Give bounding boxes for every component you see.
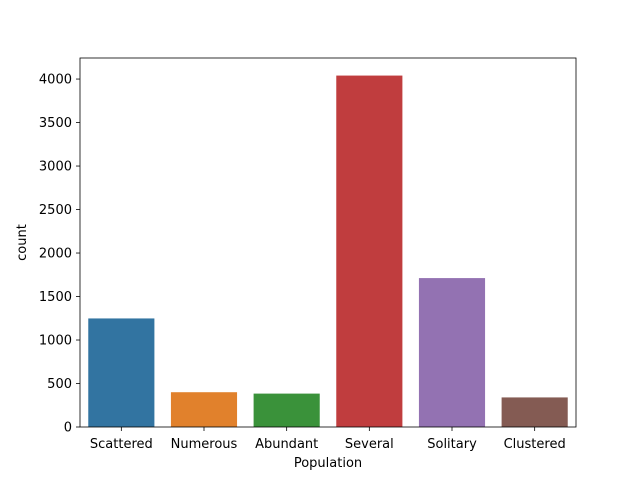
bar-numerous — [170, 392, 238, 427]
y-tick-label: 1500 — [39, 290, 72, 305]
y-tick-label: 1000 — [39, 334, 72, 349]
x-axis-label: Population — [294, 456, 362, 471]
y-axis-label: count — [15, 224, 30, 261]
plot-frame — [79, 57, 577, 428]
bar-clustered — [501, 397, 568, 427]
x-tick-label: Abundant — [255, 437, 318, 452]
x-axis: Scattered Numerous Abundant Several Solitary… — [90, 427, 566, 452]
bar-several — [336, 75, 403, 427]
y-tick-label: 500 — [47, 377, 72, 392]
bar-abundant — [253, 393, 320, 427]
y-tick-label: 2500 — [39, 203, 72, 218]
y-tick-label: 0 — [64, 421, 72, 436]
bar-scattered — [88, 318, 155, 427]
x-tick-label: Numerous — [171, 437, 238, 452]
y-tick-label: 4000 — [39, 73, 72, 88]
bar-solitary — [418, 278, 486, 427]
x-tick-label: Clustered — [504, 437, 566, 452]
y-tick-label: 3000 — [39, 160, 72, 175]
x-tick-label: Scattered — [90, 437, 153, 452]
bars-group — [88, 75, 568, 427]
x-tick-label: Several — [345, 437, 394, 452]
x-tick-label: Solitary — [427, 437, 477, 452]
y-tick-label: 2000 — [39, 247, 72, 262]
y-tick-label: 3500 — [39, 116, 72, 131]
y-axis: 0 500 1000 1500 2000 2500 3000 3500 4000 — [39, 73, 80, 436]
